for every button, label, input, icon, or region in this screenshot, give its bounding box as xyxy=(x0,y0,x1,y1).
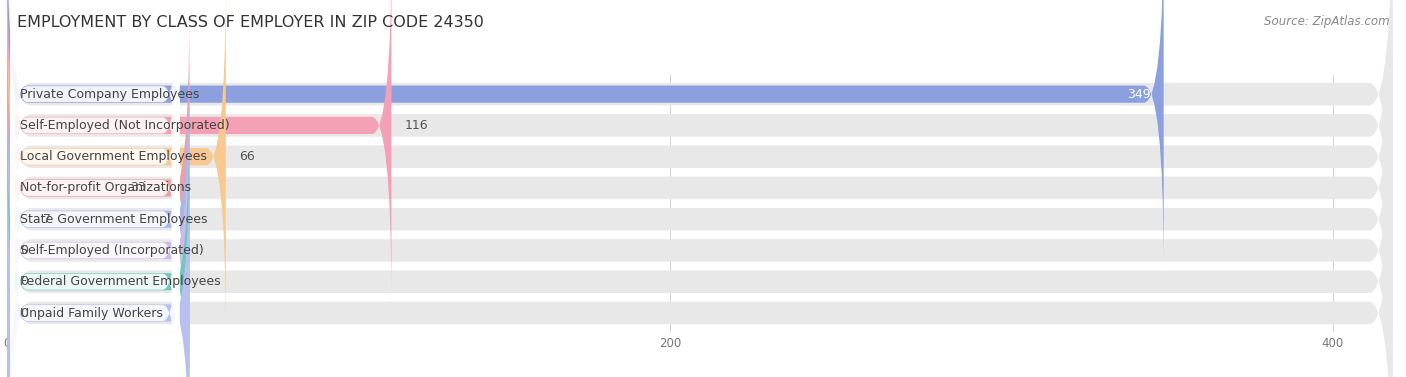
Text: 66: 66 xyxy=(239,150,254,163)
Text: 0: 0 xyxy=(20,244,28,257)
Text: 7: 7 xyxy=(44,213,52,226)
Text: State Government Employees: State Government Employees xyxy=(20,213,208,226)
FancyBboxPatch shape xyxy=(7,0,1392,302)
Text: 349: 349 xyxy=(1126,88,1150,101)
FancyBboxPatch shape xyxy=(7,9,190,367)
Text: Local Government Employees: Local Government Employees xyxy=(20,150,207,163)
FancyBboxPatch shape xyxy=(7,0,391,304)
FancyBboxPatch shape xyxy=(7,74,1392,377)
FancyBboxPatch shape xyxy=(10,0,180,274)
Text: 33: 33 xyxy=(129,181,145,195)
Text: Self-Employed (Incorporated): Self-Employed (Incorporated) xyxy=(20,244,204,257)
FancyBboxPatch shape xyxy=(10,165,180,377)
FancyBboxPatch shape xyxy=(7,43,1392,377)
Text: Not-for-profit Organizations: Not-for-profit Organizations xyxy=(20,181,191,195)
FancyBboxPatch shape xyxy=(7,106,1392,377)
FancyBboxPatch shape xyxy=(7,134,190,377)
FancyBboxPatch shape xyxy=(7,0,1164,273)
FancyBboxPatch shape xyxy=(7,40,190,377)
FancyBboxPatch shape xyxy=(7,0,1392,377)
FancyBboxPatch shape xyxy=(10,102,180,377)
FancyBboxPatch shape xyxy=(7,0,226,336)
FancyBboxPatch shape xyxy=(7,0,1392,333)
FancyBboxPatch shape xyxy=(7,103,190,377)
Text: Unpaid Family Workers: Unpaid Family Workers xyxy=(20,307,163,319)
FancyBboxPatch shape xyxy=(10,40,180,336)
Text: 116: 116 xyxy=(405,119,429,132)
FancyBboxPatch shape xyxy=(10,133,180,377)
Text: Federal Government Employees: Federal Government Employees xyxy=(20,275,221,288)
Text: Source: ZipAtlas.com: Source: ZipAtlas.com xyxy=(1264,15,1389,28)
FancyBboxPatch shape xyxy=(10,71,180,368)
FancyBboxPatch shape xyxy=(7,72,190,377)
Text: Self-Employed (Not Incorporated): Self-Employed (Not Incorporated) xyxy=(20,119,231,132)
FancyBboxPatch shape xyxy=(10,8,180,305)
Text: Private Company Employees: Private Company Employees xyxy=(20,88,200,101)
FancyBboxPatch shape xyxy=(10,0,180,242)
Text: EMPLOYMENT BY CLASS OF EMPLOYER IN ZIP CODE 24350: EMPLOYMENT BY CLASS OF EMPLOYER IN ZIP C… xyxy=(17,15,484,30)
FancyBboxPatch shape xyxy=(7,12,1392,377)
Text: 0: 0 xyxy=(20,307,28,319)
FancyBboxPatch shape xyxy=(7,0,1392,364)
Text: 0: 0 xyxy=(20,275,28,288)
